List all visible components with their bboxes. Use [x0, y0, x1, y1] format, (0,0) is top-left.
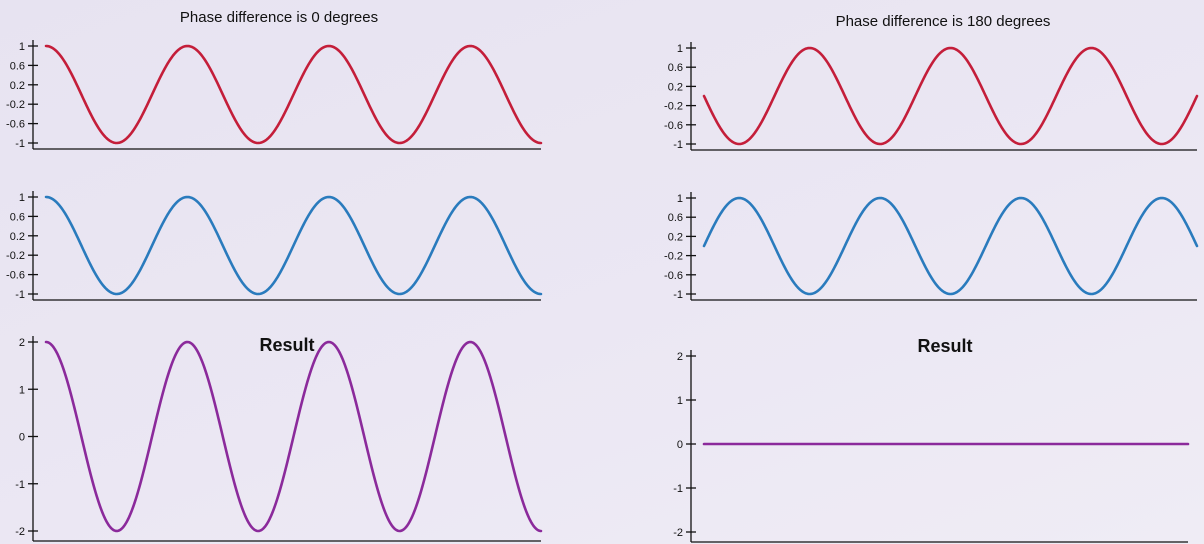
chart-wave-1: 1 0.6 0.2 -0.2 -0.6 -1 [664, 42, 1199, 151]
wave-1-line [44, 44, 543, 145]
y-tick-label: -2 [673, 527, 683, 539]
chart-wave-2: 1 0.6 0.2 -0.2 -0.6 -1 [6, 191, 543, 301]
chart-result: 2 1 0 -1 -2 [15, 336, 543, 542]
y-tick-label: -1 [673, 139, 683, 151]
y-tick-label: -0.2 [6, 250, 25, 262]
panel-title: Phase difference is 180 degrees [836, 13, 1051, 30]
wave-1-line [702, 46, 1199, 146]
y-tick-label: 0.6 [10, 211, 25, 223]
y-tick-label: 1 [19, 41, 25, 53]
y-tick-label: 0 [677, 439, 683, 451]
y-tick-label: -0.6 [6, 270, 25, 282]
y-tick-label: 0.2 [10, 231, 25, 243]
wave-2-line [702, 196, 1199, 296]
chart-wave-1: 1 0.6 0.2 -0.2 -0.6 -1 [6, 40, 543, 150]
y-tick-label: 1 [19, 384, 25, 396]
y-tick-label: 0.6 [10, 60, 25, 72]
y-tick-label: 1 [677, 43, 683, 55]
y-tick-label: 0.6 [668, 212, 683, 224]
y-tick-label: -1 [15, 289, 25, 301]
y-tick-label: 0 [19, 432, 25, 444]
y-tick-label: -0.6 [6, 119, 25, 131]
y-tick-label: 1 [677, 193, 683, 205]
y-tick-label: -0.2 [6, 99, 25, 111]
chart-result: 2 1 0 -1 -2 [673, 350, 1190, 543]
y-tick-label: -1 [15, 138, 25, 150]
y-tick-label: -1 [673, 483, 683, 495]
y-tick-label: -0.2 [664, 251, 683, 263]
y-tick-label: 0.6 [668, 62, 683, 74]
panel-phase-180: Phase difference is 180 degrees Result 1… [664, 13, 1199, 543]
panel-title: Phase difference is 0 degrees [180, 9, 378, 26]
result-title: Result [917, 336, 972, 356]
y-tick-label: 1 [677, 395, 683, 407]
y-tick-label: -0.6 [664, 120, 683, 132]
y-tick-label: -1 [15, 479, 25, 491]
result-title: Result [259, 335, 314, 355]
wave-2-line [44, 195, 543, 296]
y-tick-label: 0.2 [668, 81, 683, 93]
panel-phase-0: Phase difference is 0 degrees Result 1 0.… [6, 9, 543, 542]
y-tick-label: -2 [15, 526, 25, 538]
y-tick-label: 1 [19, 192, 25, 204]
y-tick-label: 0.2 [10, 80, 25, 92]
y-tick-label: -1 [673, 289, 683, 301]
y-tick-label: 0.2 [668, 231, 683, 243]
chart-wave-2: 1 0.6 0.2 -0.2 -0.6 -1 [664, 192, 1199, 301]
result-line [44, 340, 543, 533]
y-tick-label: -0.6 [664, 270, 683, 282]
y-tick-label: 2 [19, 337, 25, 349]
y-tick-label: -0.2 [664, 101, 683, 113]
y-tick-label: 2 [677, 351, 683, 363]
